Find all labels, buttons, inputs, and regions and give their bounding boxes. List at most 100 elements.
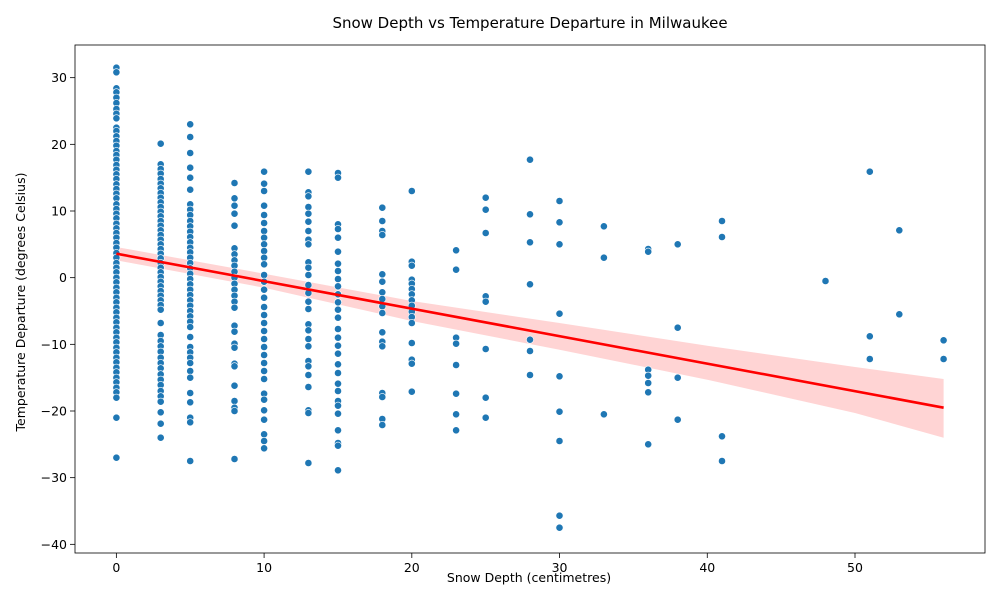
data-point-304 bbox=[407, 339, 416, 347]
x-axis-ticks: 0 10 20 30 40 50 bbox=[112, 553, 863, 575]
data-point-254 bbox=[334, 275, 342, 283]
data-point-362 bbox=[895, 226, 904, 235]
data-point-197 bbox=[260, 260, 268, 269]
data-point-327 bbox=[526, 280, 534, 289]
data-point-211 bbox=[260, 375, 268, 383]
data-point-318 bbox=[481, 229, 490, 237]
data-point-231 bbox=[304, 281, 313, 289]
data-point-115 bbox=[156, 419, 165, 428]
data-point-269 bbox=[334, 401, 342, 410]
y-tick-label--30: −30 bbox=[41, 470, 67, 485]
points-layer bbox=[112, 63, 948, 532]
x-tick-label-30: 30 bbox=[552, 560, 568, 575]
y-tick-label-30: 30 bbox=[51, 70, 67, 85]
x-tick-label-40: 40 bbox=[699, 560, 715, 575]
data-point-266 bbox=[334, 379, 342, 388]
data-point-258 bbox=[334, 305, 342, 314]
data-point-191 bbox=[260, 219, 268, 227]
data-point-329 bbox=[526, 347, 534, 355]
data-point-186 bbox=[260, 167, 268, 176]
data-point-187 bbox=[260, 179, 268, 188]
data-point-339 bbox=[555, 523, 564, 532]
data-point-200 bbox=[260, 285, 268, 294]
data-point-99 bbox=[156, 305, 165, 314]
data-point-352 bbox=[673, 373, 682, 382]
data-point-1 bbox=[112, 68, 121, 77]
data-point-100 bbox=[156, 319, 165, 327]
data-point-285 bbox=[378, 328, 387, 337]
data-point-360 bbox=[865, 332, 874, 341]
data-point-206 bbox=[260, 335, 268, 343]
data-point-190 bbox=[260, 211, 268, 219]
data-point-161 bbox=[230, 201, 239, 210]
data-point-152 bbox=[186, 367, 195, 375]
data-point-244 bbox=[304, 409, 313, 417]
data-point-315 bbox=[452, 426, 460, 435]
data-point-270 bbox=[334, 409, 342, 418]
data-point-279 bbox=[378, 270, 387, 279]
data-point-314 bbox=[452, 410, 460, 419]
data-point-188 bbox=[260, 187, 268, 195]
data-point-247 bbox=[334, 173, 342, 182]
data-point-119 bbox=[186, 149, 195, 157]
data-point-209 bbox=[260, 359, 268, 367]
data-point-331 bbox=[555, 197, 564, 205]
y-tick-label-10: 10 bbox=[51, 204, 67, 219]
data-point-117 bbox=[186, 120, 195, 129]
data-point-353 bbox=[673, 415, 682, 424]
data-point-114 bbox=[156, 408, 165, 417]
data-point-336 bbox=[555, 407, 564, 416]
data-point-120 bbox=[186, 163, 195, 172]
data-point-116 bbox=[156, 433, 165, 442]
y-axis-ticks: −40 −30 −20 −10 0 10 20 30 bbox=[41, 70, 75, 552]
data-point-273 bbox=[334, 441, 342, 450]
data-point-240 bbox=[304, 362, 313, 371]
data-point-359 bbox=[865, 167, 874, 176]
data-point-153 bbox=[186, 373, 195, 382]
data-point-294 bbox=[407, 261, 416, 270]
data-point-180 bbox=[230, 362, 239, 371]
data-point-160 bbox=[230, 194, 239, 203]
data-point-332 bbox=[555, 218, 564, 227]
data-point-154 bbox=[186, 389, 195, 397]
data-point-67 bbox=[156, 139, 165, 148]
data-point-249 bbox=[334, 225, 342, 233]
data-point-340 bbox=[600, 222, 608, 231]
data-point-189 bbox=[260, 201, 268, 210]
data-point-309 bbox=[452, 265, 460, 274]
data-point-255 bbox=[334, 282, 342, 291]
data-point-321 bbox=[481, 345, 490, 353]
data-point-237 bbox=[304, 335, 313, 343]
data-point-284 bbox=[378, 309, 387, 317]
data-point-227 bbox=[304, 240, 313, 249]
data-point-8 bbox=[112, 114, 121, 123]
data-point-333 bbox=[555, 240, 564, 249]
data-point-292 bbox=[407, 187, 416, 195]
data-point-225 bbox=[304, 227, 313, 235]
data-point-356 bbox=[718, 432, 726, 441]
data-point-338 bbox=[555, 511, 564, 520]
data-point-215 bbox=[260, 415, 268, 424]
data-point-66 bbox=[112, 453, 121, 462]
data-point-344 bbox=[644, 247, 653, 256]
data-point-271 bbox=[334, 426, 342, 435]
data-point-207 bbox=[260, 343, 268, 351]
data-point-221 bbox=[304, 192, 313, 201]
data-point-213 bbox=[260, 395, 268, 404]
data-point-291 bbox=[378, 421, 387, 429]
data-point-348 bbox=[644, 388, 653, 397]
data-point-218 bbox=[260, 444, 268, 453]
y-tick-label--40: −40 bbox=[41, 537, 67, 552]
data-point-194 bbox=[260, 240, 268, 249]
data-point-155 bbox=[186, 398, 195, 407]
data-point-252 bbox=[334, 259, 342, 268]
data-point-323 bbox=[481, 413, 490, 422]
data-point-122 bbox=[186, 185, 195, 194]
data-point-280 bbox=[378, 277, 387, 286]
data-point-260 bbox=[334, 325, 342, 333]
data-point-257 bbox=[334, 298, 342, 307]
data-point-214 bbox=[260, 406, 268, 415]
y-tick-label-20: 20 bbox=[51, 137, 67, 152]
data-point-147 bbox=[186, 333, 195, 341]
